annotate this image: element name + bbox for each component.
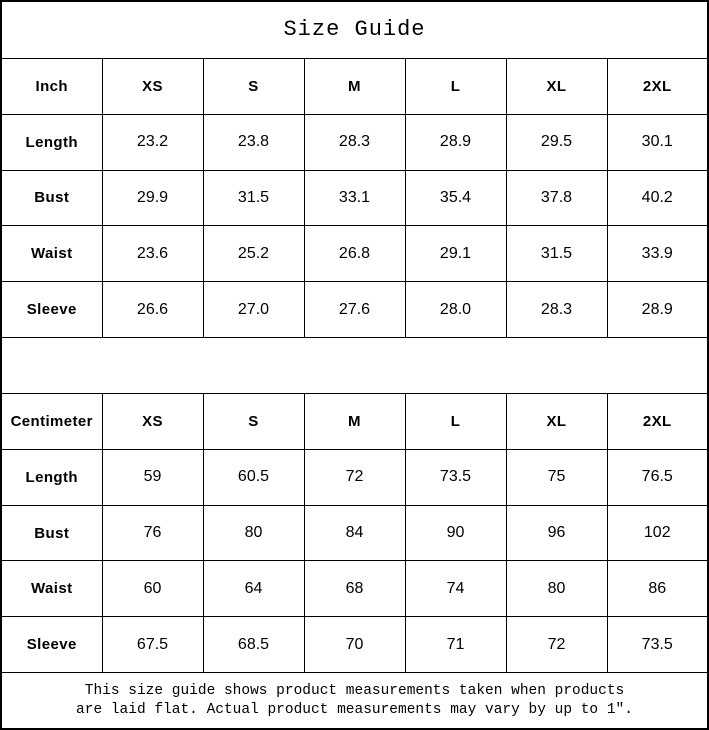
measurement-value-cell: 31.5	[505, 225, 608, 283]
title-section: Size Guide	[0, 0, 709, 59]
unit-header-cell: Centimeter	[0, 392, 103, 450]
measurement-value-cell: 68.5	[202, 616, 305, 674]
measurement-value-cell: 40.2	[606, 169, 709, 227]
measurement-value-cell: 28.3	[505, 281, 608, 339]
measurement-value-cell: 60.5	[202, 448, 305, 506]
measurement-row: Waist 23.6 25.2 26.8 29.1 31.5 33.9	[0, 225, 709, 283]
size-header-cell: 2XL	[606, 57, 709, 115]
size-header-cell: XS	[101, 57, 204, 115]
size-header-cell: M	[303, 57, 406, 115]
measurement-value-cell: 35.4	[404, 169, 507, 227]
measurement-value-cell: 29.9	[101, 169, 204, 227]
measurement-value-cell: 86	[606, 560, 709, 618]
measurement-label-cell: Sleeve	[0, 281, 103, 339]
measurement-value-cell: 28.3	[303, 113, 406, 171]
measurement-value-cell: 74	[404, 560, 507, 618]
size-header-row: Inch XS S M L XL 2XL	[0, 57, 709, 115]
measurement-value-cell: 28.0	[404, 281, 507, 339]
measurement-row: Sleeve 67.5 68.5 70 71 72 73.5	[0, 616, 709, 674]
size-header-cell: 2XL	[606, 392, 709, 450]
size-header-cell: M	[303, 392, 406, 450]
measurement-value-cell: 59	[101, 448, 204, 506]
size-header-row: Centimeter XS S M L XL 2XL	[0, 392, 709, 450]
measurement-value-cell: 68	[303, 560, 406, 618]
measurement-value-cell: 25.2	[202, 225, 305, 283]
measurement-value-cell: 33.9	[606, 225, 709, 283]
measurement-value-cell: 23.6	[101, 225, 204, 283]
footer-row: This size guide shows product measuremen…	[0, 672, 709, 730]
measurement-value-cell: 90	[404, 504, 507, 562]
measurement-value-cell: 33.1	[303, 169, 406, 227]
size-header-cell: S	[202, 57, 305, 115]
footer-section: This size guide shows product measuremen…	[0, 672, 709, 730]
measurement-value-cell: 28.9	[606, 281, 709, 339]
page-title: Size Guide	[0, 0, 709, 59]
measurement-value-cell: 96	[505, 504, 608, 562]
measurement-value-cell: 71	[404, 616, 507, 674]
measurement-value-cell: 73.5	[606, 616, 709, 674]
measurement-value-cell: 84	[303, 504, 406, 562]
measurement-value-cell: 102	[606, 504, 709, 562]
spacer-cell	[0, 337, 709, 394]
measurement-value-cell: 67.5	[101, 616, 204, 674]
measurement-value-cell: 26.8	[303, 225, 406, 283]
measurement-value-cell: 29.5	[505, 113, 608, 171]
measurement-value-cell: 80	[202, 504, 305, 562]
spacer-row	[0, 337, 709, 394]
measurement-row: Length 59 60.5 72 73.5 75 76.5	[0, 448, 709, 506]
measurement-value-cell: 28.9	[404, 113, 507, 171]
unit-header-cell: Inch	[0, 57, 103, 115]
measurement-row: Waist 60 64 68 74 80 86	[0, 560, 709, 618]
measurement-label-cell: Bust	[0, 169, 103, 227]
footer-note-line2: are laid flat. Actual product measuremen…	[76, 701, 633, 718]
centimeter-table-section: Centimeter XS S M L XL 2XL Length 59 60.5 72 73.5 75…	[0, 392, 709, 674]
measurement-label-cell: Waist	[0, 560, 103, 618]
title-row: Size Guide	[0, 0, 709, 59]
measurement-value-cell: 23.8	[202, 113, 305, 171]
footer-note-line1: This size guide shows product measuremen…	[84, 682, 625, 699]
measurement-row: Bust 29.9 31.5 33.1 35.4 37.8 40.2	[0, 169, 709, 227]
measurement-value-cell: 29.1	[404, 225, 507, 283]
measurement-label-cell: Bust	[0, 504, 103, 562]
measurement-value-cell: 64	[202, 560, 305, 618]
size-header-cell: L	[404, 57, 507, 115]
measurement-value-cell: 72	[505, 616, 608, 674]
footer-note: This size guide shows product measuremen…	[0, 672, 709, 730]
measurement-value-cell: 76.5	[606, 448, 709, 506]
measurement-value-cell: 80	[505, 560, 608, 618]
measurement-label-cell: Length	[0, 448, 103, 506]
size-header-cell: XL	[505, 57, 608, 115]
measurement-value-cell: 72	[303, 448, 406, 506]
inch-table-section: Inch XS S M L XL 2XL Length 23.2 23.8 28.3 28.9 29.5…	[0, 57, 709, 339]
measurement-value-cell: 60	[101, 560, 204, 618]
measurement-row: Sleeve 26.6 27.0 27.6 28.0 28.3 28.9	[0, 281, 709, 339]
measurement-value-cell: 76	[101, 504, 204, 562]
measurement-value-cell: 75	[505, 448, 608, 506]
measurement-value-cell: 37.8	[505, 169, 608, 227]
measurement-row: Length 23.2 23.8 28.3 28.9 29.5 30.1	[0, 113, 709, 171]
measurement-value-cell: 27.0	[202, 281, 305, 339]
measurement-label-cell: Length	[0, 113, 103, 171]
size-header-cell: S	[202, 392, 305, 450]
spacer-section	[0, 337, 709, 394]
size-header-cell: L	[404, 392, 507, 450]
measurement-label-cell: Waist	[0, 225, 103, 283]
measurement-value-cell: 23.2	[101, 113, 204, 171]
measurement-value-cell: 26.6	[101, 281, 204, 339]
measurement-value-cell: 73.5	[404, 448, 507, 506]
measurement-label-cell: Sleeve	[0, 616, 103, 674]
measurement-value-cell: 31.5	[202, 169, 305, 227]
measurement-value-cell: 27.6	[303, 281, 406, 339]
measurement-value-cell: 70	[303, 616, 406, 674]
measurement-value-cell: 30.1	[606, 113, 709, 171]
size-header-cell: XS	[101, 392, 204, 450]
measurement-row: Bust 76 80 84 90 96 102	[0, 504, 709, 562]
size-header-cell: XL	[505, 392, 608, 450]
